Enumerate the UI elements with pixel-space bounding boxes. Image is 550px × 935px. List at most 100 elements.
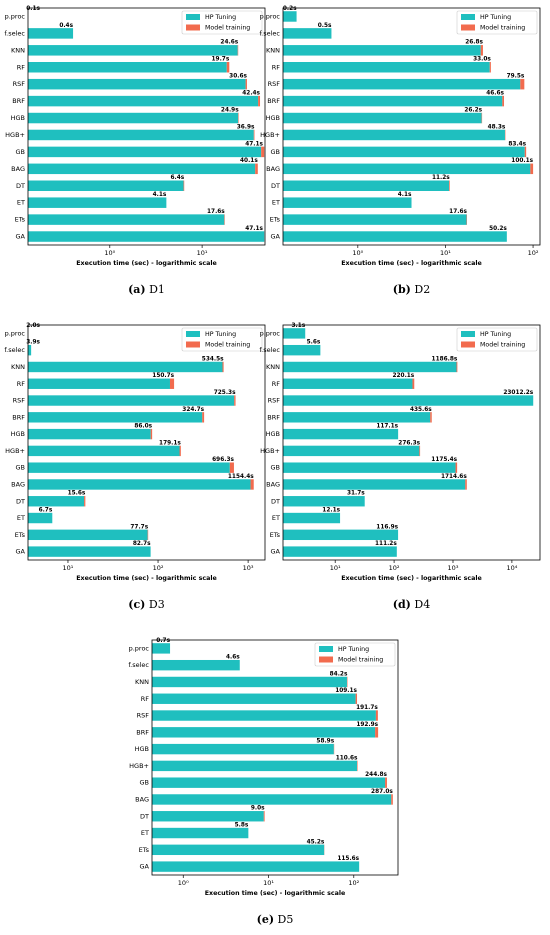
bar-segment bbox=[222, 362, 223, 372]
category-label: GA bbox=[271, 548, 281, 556]
bar-segment bbox=[230, 462, 234, 472]
bar-segment bbox=[28, 446, 180, 456]
bar-segment bbox=[412, 379, 414, 389]
chart: p.proc0.2sf.selec0.5sKNN26.8sRF33.0sRSF7… bbox=[259, 6, 540, 296]
bar-segment bbox=[28, 379, 170, 389]
value-label: 191.7s bbox=[356, 705, 378, 711]
value-label: 6.7s bbox=[39, 507, 53, 513]
legend-swatch bbox=[186, 331, 200, 337]
bar-segment bbox=[456, 362, 457, 372]
x-tick-label: 10² bbox=[389, 564, 400, 572]
bar-segment bbox=[258, 96, 260, 106]
bars bbox=[17, 11, 264, 242]
bar-segment bbox=[152, 677, 347, 687]
caption-name: D5 bbox=[278, 913, 294, 926]
bar-segment bbox=[283, 28, 331, 38]
bar-segment bbox=[376, 710, 378, 720]
category-label: HGB bbox=[266, 114, 280, 122]
value-label: 19.7s bbox=[212, 57, 230, 63]
bar-segment bbox=[430, 412, 432, 422]
bars bbox=[5, 328, 254, 557]
bar-segment bbox=[28, 362, 222, 372]
category-label: RF bbox=[17, 380, 26, 388]
legend-swatch bbox=[461, 331, 475, 337]
category-label: GB bbox=[140, 779, 150, 787]
category-label: HGB+ bbox=[129, 762, 149, 770]
legend-swatch bbox=[186, 14, 200, 20]
x-axis-label: Execution time (sec) - logarithmic scale bbox=[205, 890, 346, 897]
category-label: GA bbox=[16, 233, 26, 241]
category-label: ETs bbox=[270, 216, 281, 224]
legend-swatch bbox=[186, 342, 200, 348]
caption-label: (c) bbox=[128, 598, 145, 611]
bar-segment bbox=[283, 164, 530, 174]
category-label: HGB bbox=[135, 745, 149, 753]
bar-segment bbox=[28, 130, 254, 140]
category-label: ETs bbox=[15, 531, 26, 539]
bar-segment bbox=[385, 777, 387, 787]
value-label: 1186.8s bbox=[432, 356, 458, 362]
category-label: GA bbox=[271, 233, 281, 241]
bar-segment bbox=[283, 345, 320, 355]
value-label: 324.7s bbox=[182, 407, 204, 413]
bar-segment bbox=[283, 379, 412, 389]
category-label: HGB+ bbox=[5, 447, 25, 455]
bar-segment bbox=[502, 96, 504, 106]
bar-segment bbox=[28, 28, 73, 38]
legend-label: HP Tuning bbox=[338, 646, 369, 653]
legend-swatch bbox=[461, 342, 475, 348]
value-label: 1714.6s bbox=[441, 474, 467, 480]
category-label: DT bbox=[16, 497, 25, 505]
bar-segment bbox=[465, 479, 467, 489]
value-label: 115.6s bbox=[337, 856, 359, 862]
value-label: 287.0s bbox=[371, 789, 393, 795]
bar-segment bbox=[152, 811, 264, 821]
value-label: 4.6s bbox=[226, 655, 240, 661]
value-label: 33.0s bbox=[473, 57, 491, 63]
value-label: 696.3s bbox=[212, 457, 234, 463]
bar-segment bbox=[28, 546, 151, 556]
x-axis-label: Execution time (sec) - logarithmic scale bbox=[76, 575, 217, 582]
caption-name: D1 bbox=[149, 283, 165, 296]
value-label: 0.4s bbox=[59, 23, 73, 29]
bar-segment bbox=[419, 446, 420, 456]
x-tick-label: 10¹ bbox=[330, 564, 341, 572]
value-label: 50.2s bbox=[489, 226, 507, 232]
bar-segment bbox=[283, 530, 398, 540]
bar-segment bbox=[152, 710, 376, 720]
category-label: KNN bbox=[11, 363, 25, 371]
x-tick-label: 10² bbox=[348, 879, 359, 887]
category-label: RF bbox=[272, 380, 281, 388]
value-label: 111.2s bbox=[375, 541, 397, 547]
category-label: HGB+ bbox=[260, 131, 280, 139]
bar-segment bbox=[28, 164, 255, 174]
value-label: 84.2s bbox=[330, 671, 348, 677]
category-label: KNN bbox=[11, 46, 25, 54]
category-label: BAG bbox=[11, 165, 25, 173]
plot-frame bbox=[152, 640, 398, 875]
bar-segment bbox=[184, 181, 185, 191]
x-tick-label: 10⁴ bbox=[506, 564, 517, 572]
category-label: RF bbox=[272, 63, 281, 71]
bar-segment bbox=[28, 345, 31, 355]
category-label: BRF bbox=[267, 97, 280, 105]
value-label: 42.4s bbox=[242, 90, 260, 96]
value-label: 4.1s bbox=[153, 192, 167, 198]
bar-segment bbox=[357, 761, 358, 771]
value-label: 40.1s bbox=[240, 158, 258, 164]
bar-segment bbox=[28, 96, 258, 106]
value-label: 220.1s bbox=[392, 373, 414, 379]
category-label: GB bbox=[16, 148, 26, 156]
bar-segment bbox=[28, 513, 52, 523]
value-label: 23012.2s bbox=[503, 390, 533, 396]
bar-segment bbox=[180, 446, 181, 456]
caption-name: D2 bbox=[414, 283, 430, 296]
legend-swatch bbox=[461, 14, 475, 20]
x-tick-label: 10² bbox=[153, 564, 164, 572]
legend-swatch bbox=[319, 646, 333, 652]
category-label: p.proc bbox=[260, 12, 281, 20]
chart: p.proc0.1sf.selec0.4sKNN24.6sRF19.7sRSF3… bbox=[4, 6, 265, 296]
bar-segment bbox=[152, 845, 324, 855]
value-label: 4.1s bbox=[398, 192, 412, 198]
category-label: DT bbox=[271, 182, 280, 190]
